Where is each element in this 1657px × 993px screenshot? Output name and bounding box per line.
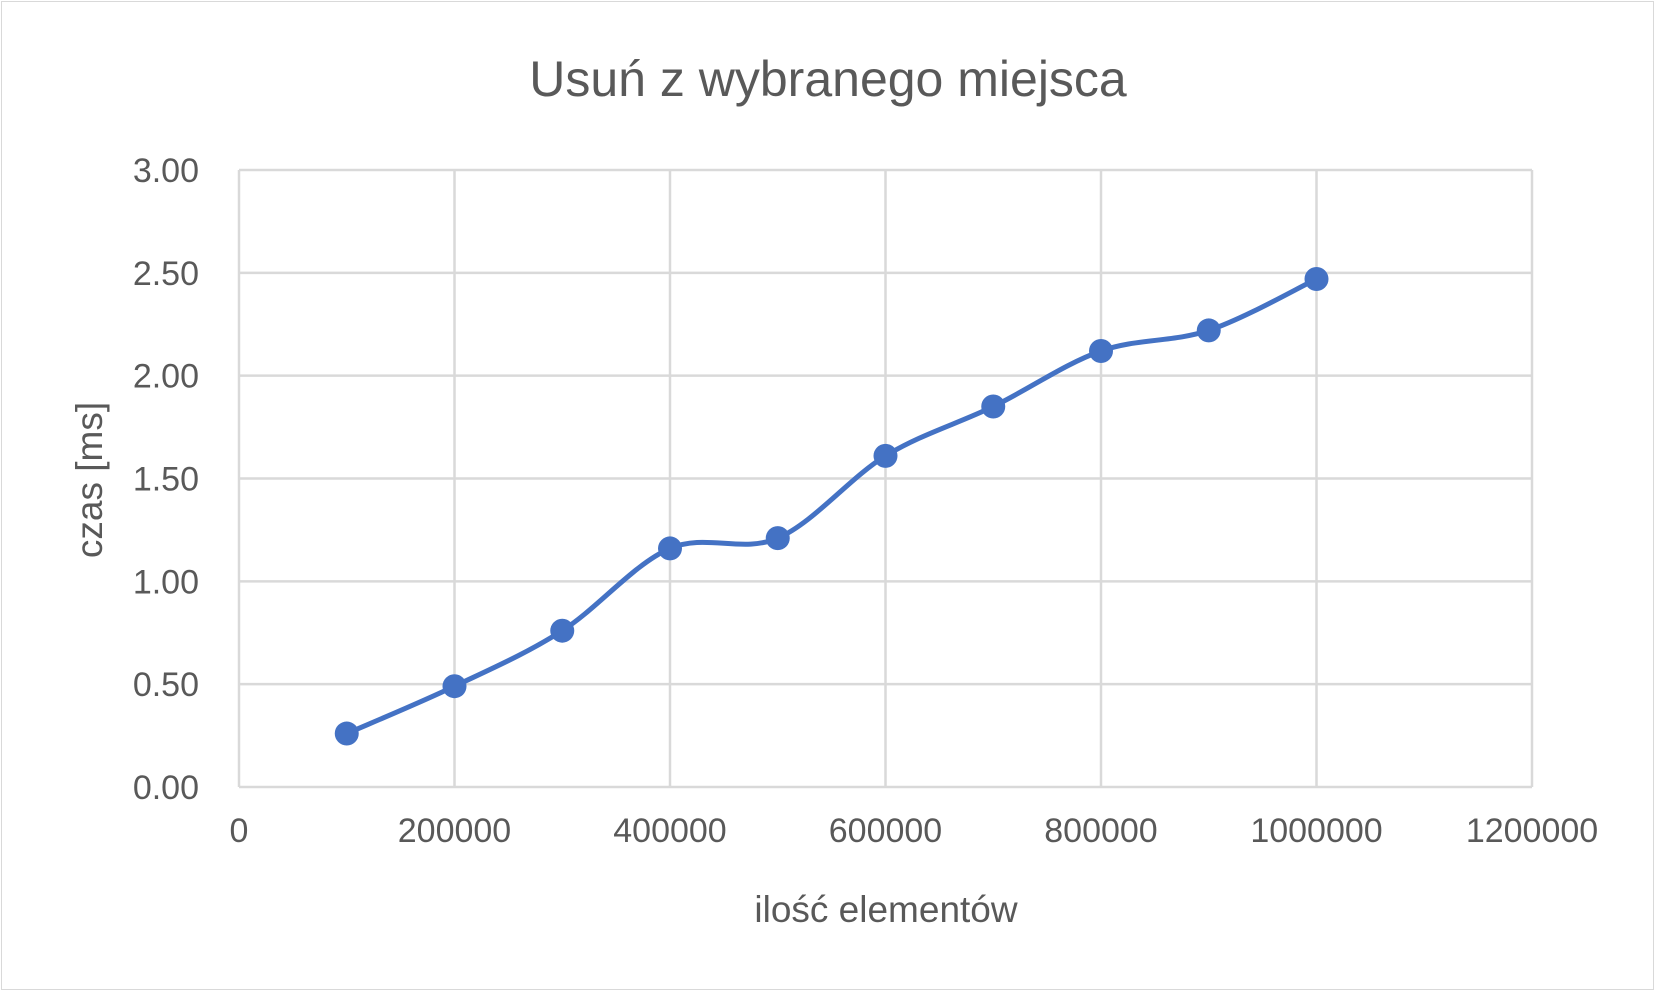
y-tick-label: 0.50 [133,666,199,704]
data-point-marker [1196,318,1221,343]
data-point-marker [334,721,359,746]
y-tick-label: 1.50 [133,461,199,499]
x-tick-label: 200000 [398,812,511,850]
chart-title: Usuń z wybranego miejsca [529,51,1127,107]
series-line [344,276,1319,737]
y-tick-label: 0.00 [133,769,199,807]
y-tick-label: 3.00 [133,152,199,190]
data-point-marker [442,674,467,699]
x-axis-ticks: 0 200000 400000 600000 800000 1000000 1200000 [230,812,1599,850]
x-tick-label: 1200000 [1466,812,1598,850]
x-tick-label: 1000000 [1250,812,1382,850]
y-tick-label: 1.00 [133,563,199,601]
x-axis-title: ilość elementów [754,889,1018,930]
x-tick-label: 400000 [613,812,726,850]
data-point-marker [1089,338,1113,363]
x-tick-label: 600000 [829,812,942,850]
data-point-marker [765,526,790,551]
y-tick-label: 2.00 [133,358,199,396]
y-axis-ticks: 0.00 0.50 1.00 1.50 2.00 2.50 3.00 [133,152,199,807]
data-series [334,267,1329,746]
x-tick-label: 800000 [1044,812,1157,850]
y-tick-label: 2.50 [133,255,199,293]
data-point-marker [873,443,898,468]
data-point-marker [658,536,682,561]
data-point-marker [981,394,1006,419]
y-axis-title: czas [ms] [69,402,110,558]
data-point-marker [550,618,575,643]
x-tick-label: 0 [230,812,249,850]
data-point-marker [1304,267,1329,292]
